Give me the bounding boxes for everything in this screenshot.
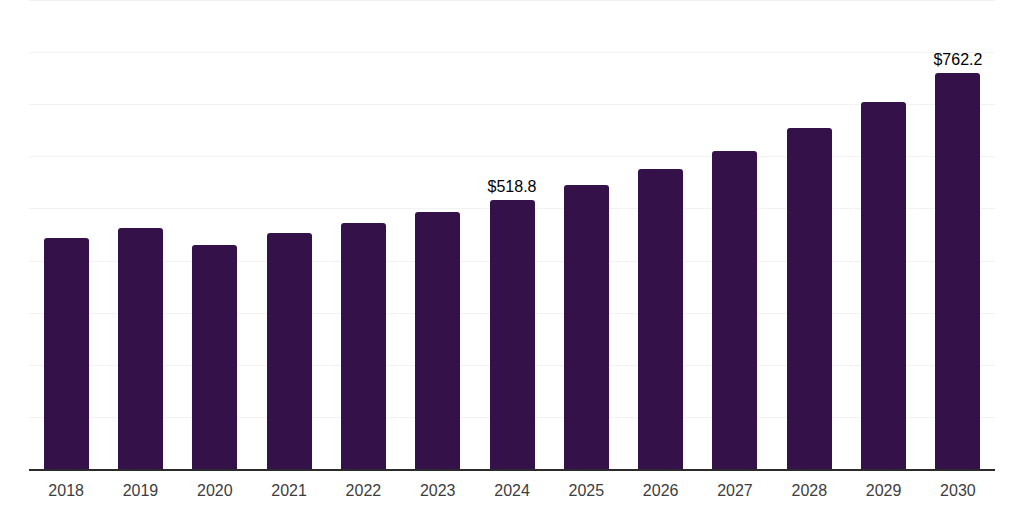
- x-tick-label-2018: 2018: [29, 481, 103, 501]
- bar-2024: [490, 200, 535, 470]
- bar-column-2018: [29, 1, 103, 470]
- bar-column-2022: [326, 1, 400, 470]
- bar-column-2019: [103, 1, 177, 470]
- bar-2023: [415, 212, 460, 470]
- bar-2026: [638, 169, 683, 470]
- bar-column-2028: [772, 1, 846, 470]
- data-label-2024: $518.8: [488, 179, 537, 195]
- x-tick-label-2030: 2030: [921, 481, 995, 501]
- bar-column-2025: [549, 1, 623, 470]
- bar-2027: [712, 151, 757, 470]
- x-axis-tick-labels: 2018201920202021202220232024202520262027…: [29, 481, 995, 501]
- x-tick-label-2021: 2021: [252, 481, 326, 501]
- bar-column-2030: $762.2: [921, 1, 995, 470]
- bar-column-2021: [252, 1, 326, 470]
- bar-2030: [935, 73, 980, 470]
- bar-column-2024: $518.8: [475, 1, 549, 470]
- x-tick-label-2028: 2028: [772, 481, 846, 501]
- bar-column-2023: [401, 1, 475, 470]
- bar-2028: [787, 128, 832, 470]
- x-tick-label-2025: 2025: [549, 481, 623, 501]
- bar-2021: [267, 233, 312, 470]
- bar-column-2029: [846, 1, 920, 470]
- x-tick-label-2022: 2022: [326, 481, 400, 501]
- bar-2022: [341, 223, 386, 470]
- x-tick-label-2024: 2024: [475, 481, 549, 501]
- x-tick-label-2023: 2023: [401, 481, 475, 501]
- plot-area: $518.8 $762.2: [29, 1, 995, 470]
- x-tick-label-2026: 2026: [624, 481, 698, 501]
- x-tick-label-2029: 2029: [846, 481, 920, 501]
- bar-chart: $518.8$762.2 201820192020202120222023202…: [0, 0, 1024, 512]
- bars-row: $518.8 $762.2: [29, 1, 995, 470]
- x-tick-label-2027: 2027: [698, 481, 772, 501]
- data-label-2030: $762.2: [933, 52, 982, 68]
- bar-column-2026: [624, 1, 698, 470]
- bar-2025: [564, 185, 609, 470]
- x-tick-label-2019: 2019: [103, 481, 177, 501]
- bar-column-2020: [178, 1, 252, 470]
- bar-2019: [118, 228, 163, 470]
- bar-column-2027: [698, 1, 772, 470]
- bar-2018: [44, 238, 89, 470]
- x-tick-label-2020: 2020: [178, 481, 252, 501]
- bar-2029: [861, 102, 906, 470]
- bar-2020: [192, 245, 237, 470]
- x-axis-line: [29, 469, 995, 471]
